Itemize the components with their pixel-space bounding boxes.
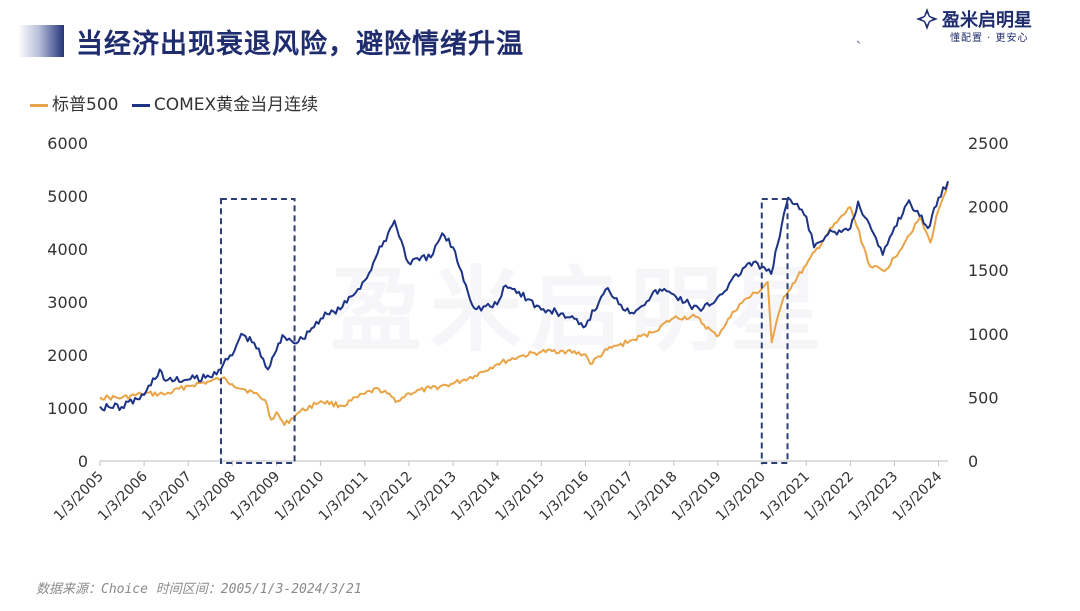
header-dot: 、	[856, 32, 869, 46]
chart-legend: 标普500 COMEX黄金当月连续	[30, 90, 326, 115]
brand-logo: 盈米启明星 懂配置 · 更安心	[912, 4, 1062, 44]
legend-label-sp500: 标普500	[52, 95, 119, 115]
title-accent-bar	[18, 25, 64, 57]
y-left-tick-label: 0	[78, 452, 88, 471]
highlight-box-1	[219, 198, 296, 464]
y-right-tick-label: 500	[968, 388, 999, 407]
y-right-tick-label: 1000	[968, 325, 1009, 344]
legend-swatch-sp500	[30, 103, 48, 107]
highlight-box-2	[760, 198, 789, 464]
y-right-tick-label: 2000	[968, 198, 1009, 217]
y-left-tick-label: 6000	[47, 134, 88, 153]
y-right-tick-label: 0	[968, 452, 978, 471]
legend-item-gold: COMEX黄金当月连续	[131, 90, 319, 115]
brand-name: 盈米启明星	[942, 10, 1032, 31]
legend-swatch-gold	[131, 103, 150, 107]
legend-item-sp500: 标普500	[30, 90, 118, 115]
brand-slogan: 懂配置 · 更安心	[950, 33, 1029, 44]
page-title: 当经济出现衰退风险，避险情绪升温	[76, 29, 524, 60]
data-source-note: 数据来源：Choice 时间区间：2005/1/3-2024/3/21	[36, 582, 362, 597]
series-line-sp500	[99, 183, 949, 426]
series-line-gold	[99, 180, 949, 412]
y-left-tick-label: 4000	[47, 240, 88, 259]
y-left-tick-label: 3000	[47, 293, 88, 312]
legend-label-gold: COMEX黄金当月连续	[153, 95, 319, 115]
y-left-tick-label: 2000	[47, 346, 88, 365]
star-logo-icon	[916, 8, 938, 30]
y-left-tick-label: 1000	[47, 399, 88, 418]
y-left-tick-label: 5000	[47, 187, 88, 206]
y-right-tick-label: 1500	[968, 261, 1009, 280]
y-right-tick-label: 2500	[968, 134, 1009, 153]
